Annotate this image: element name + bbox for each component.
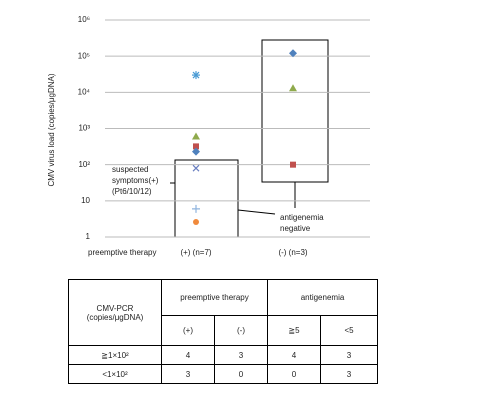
point [192,132,200,140]
y-tick-label: 10⁴ [78,87,91,96]
marker-part [192,147,200,156]
row-label: <1×10² [68,364,162,384]
annotation: (Pt6/10/12) [112,187,152,196]
marker-part [289,49,297,58]
cell: 4 [161,345,215,365]
annotation: symptoms(+) [112,176,159,185]
y-axis-label: CMV virus load (copies/μgDNA) [47,73,56,186]
row: ≧1×10² 4 3 4 3 [68,345,378,365]
subheader: (-) [214,315,268,346]
subheader: <5 [320,315,378,346]
row-label: ≧1×10² [68,345,162,365]
marker-part [193,143,199,150]
group-box [261,39,329,183]
x-tick-label: (+) (n=7) [180,248,211,257]
subheader: ≧5 [267,315,321,346]
y-tick-label: 10 [81,196,90,205]
subheader: (+) [161,315,215,346]
corner-cell: CMV-PCR (copies/μgDNA) [68,279,162,346]
group-header: antigenemia [267,279,378,316]
y-tick-label: 10³ [78,124,90,133]
marker-part [192,164,200,172]
x-tick-label: (-) (n=3) [278,248,307,257]
point [192,71,200,80]
point [289,84,297,92]
point [290,161,296,168]
summary-table: CMV-PCR (copies/μgDNA) preemptive therapy… [68,279,378,384]
cell: 0 [267,364,321,384]
corner: CMV-PCR [96,303,134,313]
point [192,147,200,156]
annotation: negative [280,224,311,233]
point [192,164,200,172]
marker-part [192,204,200,213]
marker-part [289,84,297,92]
point [193,143,199,150]
marker-part [192,132,200,140]
cell: 3 [214,345,268,365]
cell: 0 [214,364,268,384]
y-tick-label: 10² [78,160,90,169]
cell: 4 [267,345,321,365]
leader-line [237,209,276,215]
marker-part [290,161,296,168]
annotation: suspected [112,165,148,174]
group-box [174,159,239,238]
marker-part [193,218,199,225]
x-axis-label: preemptive therapy [88,248,156,257]
y-tick-label: 1 [86,232,91,241]
y-tick-label: 10⁶ [78,15,90,24]
cell: 3 [320,345,378,365]
y-tick-label: 10⁵ [78,51,90,60]
cell: 3 [161,364,215,384]
group-header: preemptive therapy [161,279,268,316]
point [192,204,200,213]
chart: CMV virus load (copies/μgDNA) preemptive… [47,15,370,257]
annotation: antigenemia [280,213,324,222]
cell: 3 [320,364,378,384]
point [193,218,199,225]
row: <1×10² 3 0 0 3 [68,364,378,384]
corner: (copies/μgDNA) [86,312,144,322]
point [289,49,297,58]
